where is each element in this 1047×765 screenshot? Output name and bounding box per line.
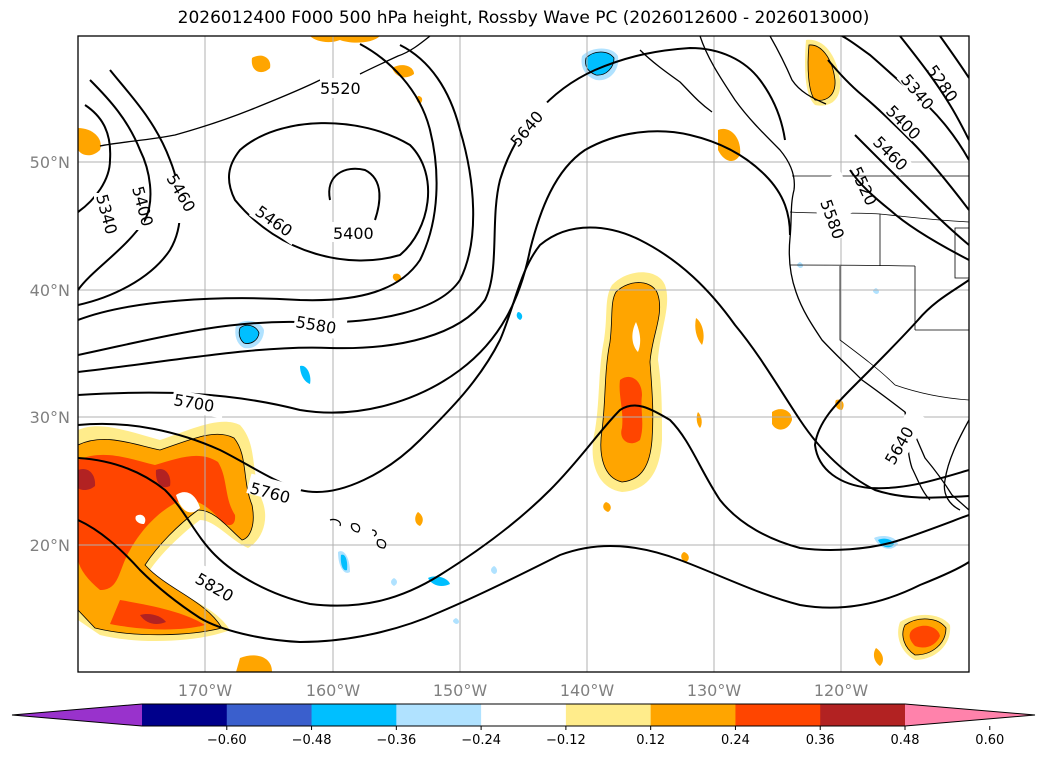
colorbar-segment	[226, 704, 313, 726]
lon-label-150w: 150°W	[433, 681, 488, 700]
lon-label-170w: 170°W	[178, 681, 233, 700]
colorbar-extend-low	[12, 704, 142, 726]
colorbar-tick-label: 0.12	[636, 733, 665, 748]
colorbar-tick-label: −0.60	[207, 733, 247, 748]
colorbar-tick-label: 0.24	[721, 733, 750, 748]
lat-label-30n: 30°N	[30, 408, 70, 427]
lon-label-160w: 160°W	[306, 681, 361, 700]
colorbar-tick-label: −0.48	[292, 733, 332, 748]
lat-label-40n: 40°N	[30, 281, 70, 300]
contour-label-5520: 5520	[320, 79, 361, 98]
colorbar-segment	[650, 704, 736, 726]
colorbar-segment	[396, 704, 482, 726]
lon-label-140w: 140°W	[560, 681, 615, 700]
lon-label-120w: 120°W	[814, 681, 869, 700]
map-area: 5280 5340 5400 5460 5520 5580 5640 5700 …	[78, 36, 969, 672]
contour-label-5400-low: 5400	[333, 224, 374, 243]
colorbar-tick-label: 0.36	[806, 733, 835, 748]
colorbar-segment	[820, 704, 906, 726]
colorbar-segment	[142, 704, 228, 726]
colorbar-extend-high	[905, 704, 1035, 726]
map-title: 2026012400 F000 500 hPa height, Rossby W…	[177, 8, 870, 28]
colorbar-outline	[11, 703, 1036, 727]
political-borders	[789, 175, 969, 401]
colorbar-tick-label: 0.60	[975, 733, 1004, 748]
colorbar-segment	[311, 704, 397, 726]
colorbar-segment	[481, 704, 567, 726]
lat-label-20n: 20°N	[30, 536, 70, 555]
colorbar: −0.60 −0.48 −0.36 −0.24 −0.12 0.12 0.24 0.36 0.4…	[11, 703, 1036, 748]
gridlines	[78, 36, 969, 672]
lat-label-50n: 50°N	[30, 153, 70, 172]
latitude-labels: 50°N 40°N 30°N 20°N	[30, 153, 70, 555]
colorbar-segment	[735, 704, 821, 726]
map-frame	[77, 35, 970, 673]
colorbar-tick-label: −0.36	[376, 733, 416, 748]
colorbar-tick-label: −0.24	[461, 733, 501, 748]
negative-anomaly-shading	[235, 48, 898, 624]
colorbar-tick-label: −0.12	[546, 733, 586, 748]
colorbar-tick-label: 0.48	[891, 733, 920, 748]
colorbar-segment	[565, 704, 652, 726]
lon-label-130w: 130°W	[687, 681, 742, 700]
longitude-labels: 170°W 160°W 150°W 140°W 130°W 120°W	[178, 681, 869, 700]
